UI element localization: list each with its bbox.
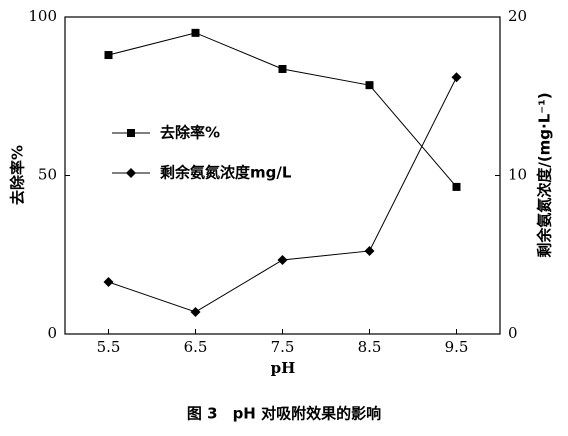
marker-square — [127, 129, 135, 137]
marker-diamond — [126, 168, 136, 178]
marker-diamond — [190, 306, 201, 317]
marker-diamond — [451, 72, 462, 83]
y-tick-label: 0 — [47, 324, 57, 342]
y2-axis-label: 剩余氨氮浓度/(mg·L⁻¹) — [536, 92, 554, 257]
x-tick-label: 5.5 — [97, 338, 121, 356]
caption: 图 3 pH 对吸附效果的影响 — [187, 405, 381, 423]
marker-diamond — [103, 277, 114, 288]
y2-tick-label: 0 — [508, 324, 518, 342]
y-tick-label: 100 — [28, 7, 57, 25]
x-tick-label: 9.5 — [445, 338, 469, 356]
series-line — [108, 77, 457, 313]
x-axis-label: pH — [271, 359, 296, 377]
marker-square — [104, 51, 113, 60]
marker-square — [365, 81, 374, 90]
marker-square — [452, 182, 461, 191]
y2-tick-label: 10 — [508, 166, 527, 184]
marker-diamond — [277, 254, 288, 265]
y-axis-label: 去除率% — [9, 145, 27, 205]
marker-square — [278, 64, 287, 73]
marker-diamond — [364, 245, 375, 256]
x-tick-label: 7.5 — [271, 338, 295, 356]
legend-label: 去除率% — [160, 124, 220, 142]
marker-square — [191, 28, 200, 37]
y-tick-label: 50 — [38, 166, 57, 184]
legend-label: 剩余氨氮浓度mg/L — [160, 164, 292, 182]
x-tick-label: 8.5 — [358, 338, 382, 356]
y2-tick-label: 20 — [508, 7, 527, 25]
x-tick-label: 6.5 — [184, 338, 208, 356]
